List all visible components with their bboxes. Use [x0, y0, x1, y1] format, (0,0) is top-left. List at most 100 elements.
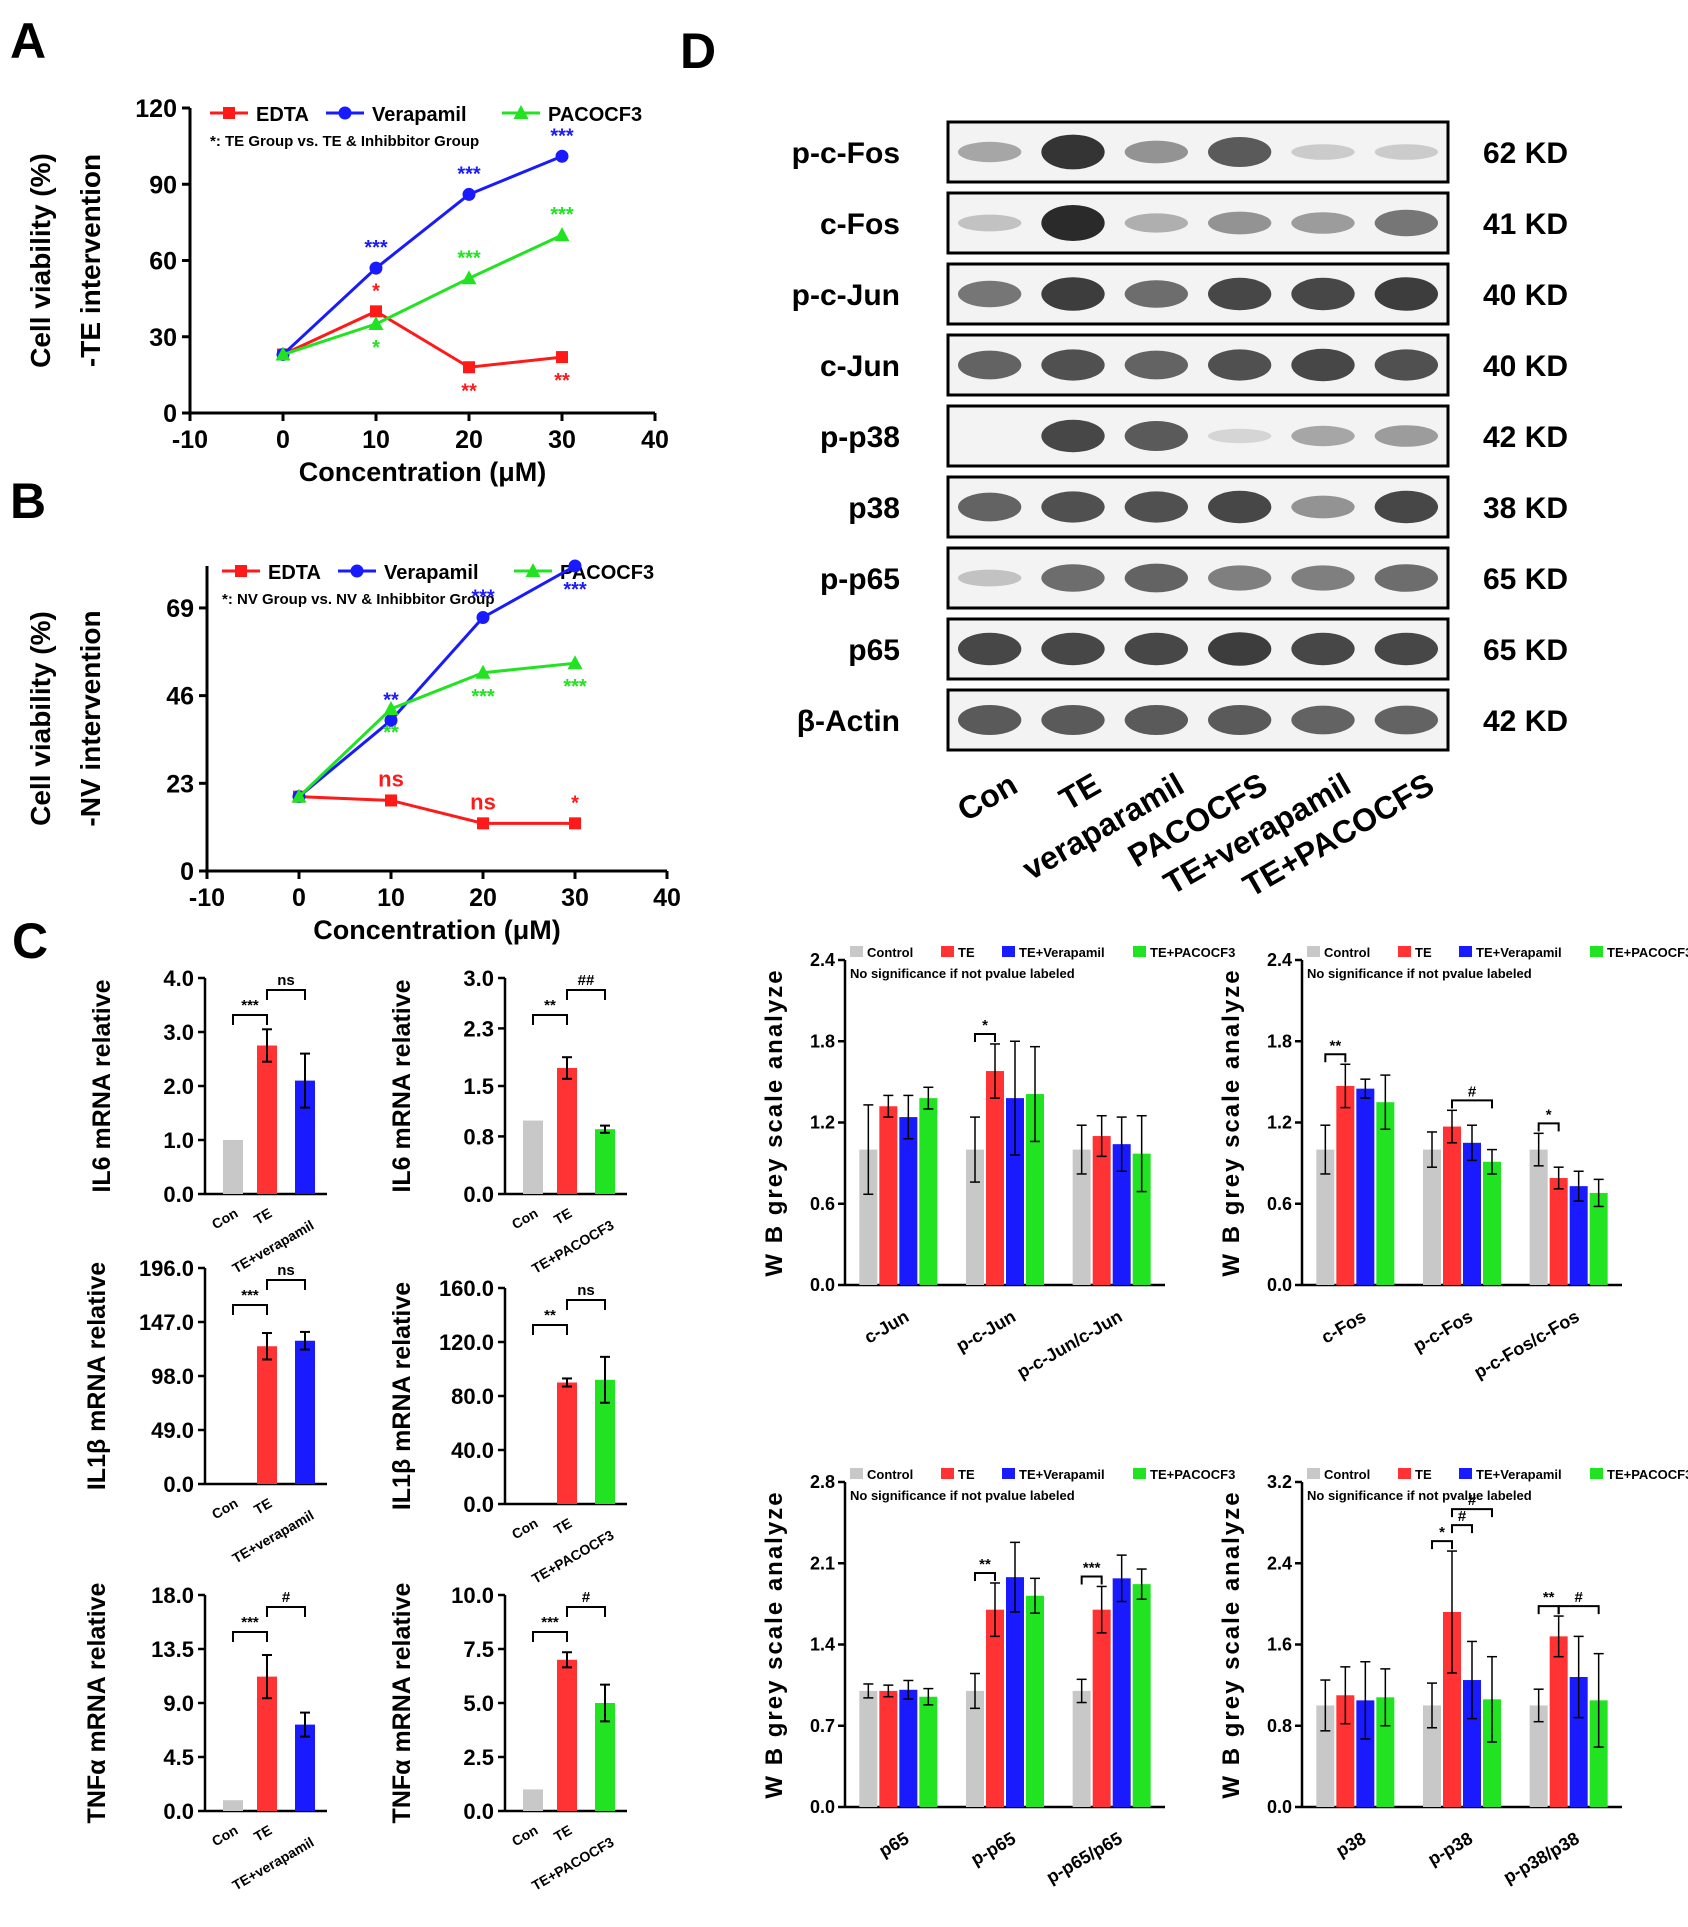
- significance-label: ns: [470, 789, 496, 814]
- x-tick-label: -10: [189, 884, 225, 912]
- y-tick-label: 1.2: [1267, 1113, 1292, 1133]
- significance-bracket: [532, 1324, 568, 1335]
- series-line-edta: [298, 795, 575, 825]
- bar: [1589, 1192, 1608, 1285]
- legend-swatch: [1459, 946, 1472, 957]
- blot-size-label: 65 KD: [1483, 634, 1568, 667]
- blot-protein-label: c-Fos: [820, 208, 900, 241]
- bar: [595, 1703, 615, 1811]
- bar: [1132, 1153, 1151, 1285]
- legend-label: TE+PACOCF3: [1607, 1467, 1688, 1482]
- y-tick-label: 196.0: [139, 1256, 194, 1281]
- significance-bracket: [266, 989, 306, 1000]
- blot-band: [1041, 134, 1105, 170]
- blot-protein-label: p65: [848, 634, 900, 667]
- legend-marker: [513, 105, 529, 119]
- blot-band: [1041, 705, 1105, 735]
- x-tick-label: 40: [653, 884, 681, 912]
- blot-band: [1124, 213, 1189, 233]
- blot-band: [958, 705, 1022, 735]
- significance-note: *: TE Group vs. TE & Inhibbitor Group: [210, 133, 479, 150]
- bar: [223, 1140, 243, 1194]
- bar: [1589, 1700, 1608, 1807]
- y-tick-label: 120: [135, 95, 177, 123]
- blot-band: [1208, 565, 1272, 591]
- y-tick-label: 0.0: [463, 1182, 494, 1207]
- bar: [879, 1690, 898, 1807]
- bar: [1316, 1149, 1335, 1285]
- blot-strip: [946, 475, 1450, 539]
- significance-bracket: [1324, 1053, 1347, 1063]
- significance-label: **: [1329, 1037, 1341, 1054]
- y-tick-label: 46: [166, 683, 194, 711]
- bar: [1423, 1149, 1441, 1285]
- bar: [1483, 1699, 1501, 1807]
- panel-label-a: A: [10, 13, 46, 69]
- significance-label: #: [1574, 1589, 1583, 1606]
- blot-size-label: 42 KD: [1483, 705, 1568, 738]
- blot-size-label: 41 KD: [1483, 208, 1568, 241]
- series-line-pacocf3: [282, 233, 563, 356]
- y-axis-title: W B grey scale analyze: [761, 1490, 788, 1798]
- significance-bracket: [566, 989, 606, 1000]
- legend-swatch: [1002, 1468, 1015, 1479]
- data-point-pacocf3: [554, 227, 570, 242]
- data-point-pacocf3: [461, 270, 477, 285]
- blot-band: [1374, 632, 1439, 666]
- y-tick-label: 0.0: [463, 1799, 494, 1824]
- blot-protein-label: p-c-Jun: [792, 279, 900, 312]
- significance-bracket: [974, 1571, 996, 1581]
- bar: [1569, 1677, 1588, 1807]
- blot-strip: [946, 688, 1450, 752]
- x-tick-label: 30: [548, 426, 576, 454]
- legend-swatch: [941, 946, 954, 957]
- bar: [523, 1120, 543, 1194]
- y-axis-title: TNFα mRNA relative: [388, 1582, 416, 1823]
- y-tick-label: 0.0: [1267, 1797, 1292, 1817]
- significance-label: **: [1543, 1589, 1555, 1606]
- bar: [966, 1690, 984, 1807]
- x-tick-label: 20: [455, 426, 483, 454]
- blot-band: [1208, 137, 1272, 167]
- significance-label: ***: [241, 1614, 259, 1631]
- y-tick-label: 2.3: [463, 1016, 494, 1041]
- blot-strip: [946, 333, 1450, 397]
- legend-label: TE+PACOCF3: [1607, 945, 1688, 960]
- blot-band: [1374, 425, 1439, 447]
- x-tick-label: TE: [551, 1205, 574, 1228]
- blot-band: [958, 141, 1022, 163]
- significance-label: **: [461, 380, 477, 402]
- y-tick-label: 1.5: [463, 1074, 494, 1099]
- data-point-pacocf3: [475, 664, 491, 679]
- data-point-pacocf3: [291, 788, 307, 803]
- significance-bracket: [1451, 1508, 1493, 1518]
- blot-band: [1041, 205, 1105, 241]
- significance-bracket: [1557, 1605, 1600, 1615]
- y-tick-label: 0.6: [810, 1194, 835, 1214]
- legend-swatch: [850, 946, 863, 957]
- significance-label: ns: [277, 1262, 295, 1279]
- y-tick-label: 80.0: [451, 1384, 494, 1409]
- data-point-verapamil: [462, 187, 476, 201]
- blot-band: [1208, 349, 1272, 381]
- y-tick-label: 4.5: [163, 1745, 194, 1770]
- y-tick-label: 2.0: [163, 1074, 194, 1099]
- y-axis-title: -NV intervention: [75, 610, 106, 826]
- significance-label: ***: [457, 247, 481, 269]
- significance-label: ***: [541, 1614, 559, 1631]
- y-tick-label: 0.7: [810, 1716, 835, 1736]
- blot-band: [1124, 421, 1189, 451]
- significance-label: ***: [471, 586, 495, 608]
- x-tick-label: 0: [276, 426, 290, 454]
- significance-bracket: [232, 1631, 268, 1642]
- legend-label: PACOCF3: [560, 562, 654, 584]
- bar: [1356, 1700, 1375, 1807]
- significance-label: #: [582, 1589, 591, 1606]
- significance-bracket: [266, 1606, 306, 1617]
- data-point-pacocf3: [567, 655, 583, 670]
- significance-label: *: [372, 337, 380, 359]
- data-point-verapamil: [369, 261, 383, 275]
- y-axis-title: -TE intervention: [75, 154, 106, 367]
